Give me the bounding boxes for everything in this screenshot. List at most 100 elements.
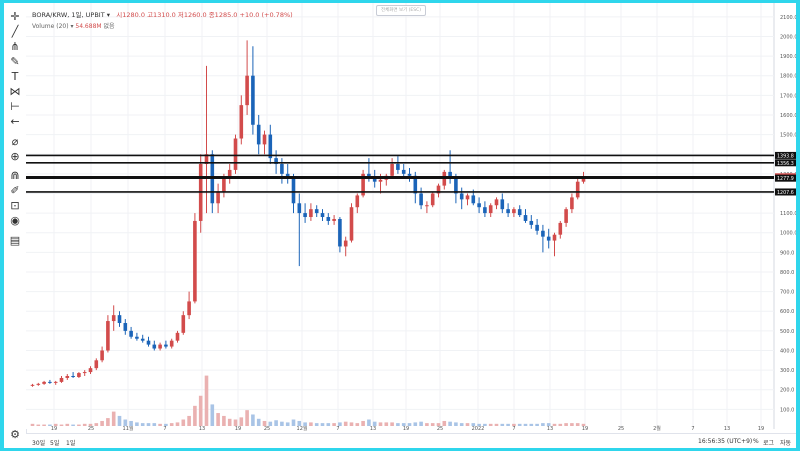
x-tick-label: 11월	[123, 425, 134, 432]
y-tick-label: 1700.0	[780, 93, 796, 99]
y-tick-label: 1800.0	[780, 74, 796, 80]
y-tick-label: 2100.0	[780, 15, 796, 21]
volume-bar	[181, 419, 186, 426]
candle	[297, 203, 302, 214]
log-toggle[interactable]: 로그	[763, 440, 775, 447]
candle	[378, 179, 383, 182]
arrow-left-icon[interactable]: ←	[10, 115, 20, 128]
level-label-box	[775, 151, 796, 159]
x-tick-label: 13	[199, 426, 205, 432]
zoom-in-icon[interactable]: ⊕	[10, 150, 20, 163]
candle	[407, 173, 412, 176]
trend-line-icon[interactable]: ╱	[11, 25, 19, 38]
brush-icon[interactable]: ✎	[10, 55, 20, 68]
candle	[30, 384, 35, 386]
volume-bar	[448, 421, 452, 426]
candle	[42, 381, 46, 384]
volume-bar	[239, 417, 244, 426]
volume-bar	[523, 423, 528, 426]
level-label-box	[775, 174, 796, 182]
volume-bar	[303, 422, 307, 426]
volume-bar	[164, 423, 168, 426]
volume-bar	[517, 423, 522, 426]
ruler-icon[interactable]: ⌀	[11, 135, 19, 148]
candle	[529, 220, 534, 225]
trash-icon[interactable]: ▤	[9, 234, 21, 247]
volume-bar	[407, 423, 412, 426]
lock-drawing-icon[interactable]: ✐	[10, 184, 20, 197]
range-1d[interactable]: 1일	[66, 440, 76, 447]
magnet-icon[interactable]: ⋒	[10, 169, 20, 182]
candle	[59, 377, 64, 382]
volume-bar	[425, 423, 429, 426]
x-tick-label: 19	[51, 426, 57, 432]
volume-bar	[506, 423, 510, 426]
candle	[280, 164, 284, 174]
measure-icon[interactable]: ⊢	[10, 100, 20, 113]
pattern-icon[interactable]: ⋈	[9, 85, 21, 98]
candle	[193, 220, 197, 302]
candle	[175, 332, 180, 341]
low-value: 저1260.0	[177, 11, 207, 19]
candle	[396, 164, 400, 170]
volume-bar	[384, 422, 389, 426]
y-tick-label: 2000.0	[780, 34, 796, 40]
range-30d[interactable]: 30일	[32, 440, 46, 447]
y-tick-label: 500.0	[780, 329, 794, 335]
candle	[367, 173, 371, 178]
x-tick-label: 19	[403, 426, 409, 432]
candle	[123, 323, 128, 331]
volume-bar	[245, 410, 249, 426]
candle	[77, 373, 81, 377]
volume-bar	[541, 423, 545, 426]
volume-bar	[204, 375, 209, 426]
x-tick-label: 7	[336, 426, 339, 432]
candle	[436, 185, 441, 194]
volume-bar	[65, 423, 70, 426]
crosshair-icon[interactable]: ✛	[10, 10, 20, 23]
volume-bar	[459, 423, 464, 426]
volume-bar	[564, 423, 568, 426]
plot-area	[26, 3, 774, 429]
y-tick-label: 700.0	[780, 290, 794, 296]
candle	[483, 207, 487, 214]
y-tick-label: 800.0	[780, 270, 794, 276]
volume-bar	[512, 423, 516, 426]
volume-bar	[233, 419, 238, 426]
settings-icon[interactable]: ⚙	[10, 428, 20, 441]
volume-bar	[198, 395, 203, 426]
range-5d[interactable]: 5일	[50, 440, 60, 447]
price-chart[interactable]: 100.0 200.0 300.0 400.0 500.0 600.0 700.0 800.0…	[4, 3, 796, 433]
auto-toggle[interactable]: 자동	[780, 440, 792, 447]
text-icon[interactable]: T	[11, 70, 19, 83]
y-tick-label: 1900.0	[780, 54, 796, 60]
candle	[100, 350, 104, 361]
candle	[564, 209, 568, 223]
x-tick-label: 7	[691, 426, 694, 432]
volume-bar	[581, 423, 586, 426]
pitchfork-icon[interactable]: ⋔	[10, 40, 20, 53]
x-tick-label: 25	[437, 426, 443, 432]
candle	[541, 230, 545, 237]
volume-label[interactable]: Volume (20)	[32, 23, 69, 30]
volume-bar	[552, 423, 557, 426]
volume-bar	[500, 423, 505, 426]
candle	[459, 193, 464, 200]
volume-bar	[320, 423, 325, 426]
percent-toggle[interactable]: %	[753, 438, 759, 445]
candle	[454, 177, 458, 194]
candle	[36, 383, 41, 385]
symbol-label[interactable]: BORA/KRW, 1일, UPBIT	[32, 11, 105, 19]
eye-icon[interactable]: ◉	[10, 214, 20, 227]
volume-bar	[465, 423, 470, 426]
candle	[506, 209, 510, 214]
y-tick-label: 300.0	[780, 368, 794, 374]
candle	[227, 169, 232, 178]
volume-bar	[285, 422, 290, 426]
candle	[401, 169, 406, 174]
y-tick-label: 200.0	[780, 388, 794, 394]
lock-icon[interactable]: ⊡	[10, 199, 20, 212]
volume-bar	[106, 418, 110, 426]
volume-bar	[59, 424, 64, 426]
candle	[419, 193, 423, 206]
